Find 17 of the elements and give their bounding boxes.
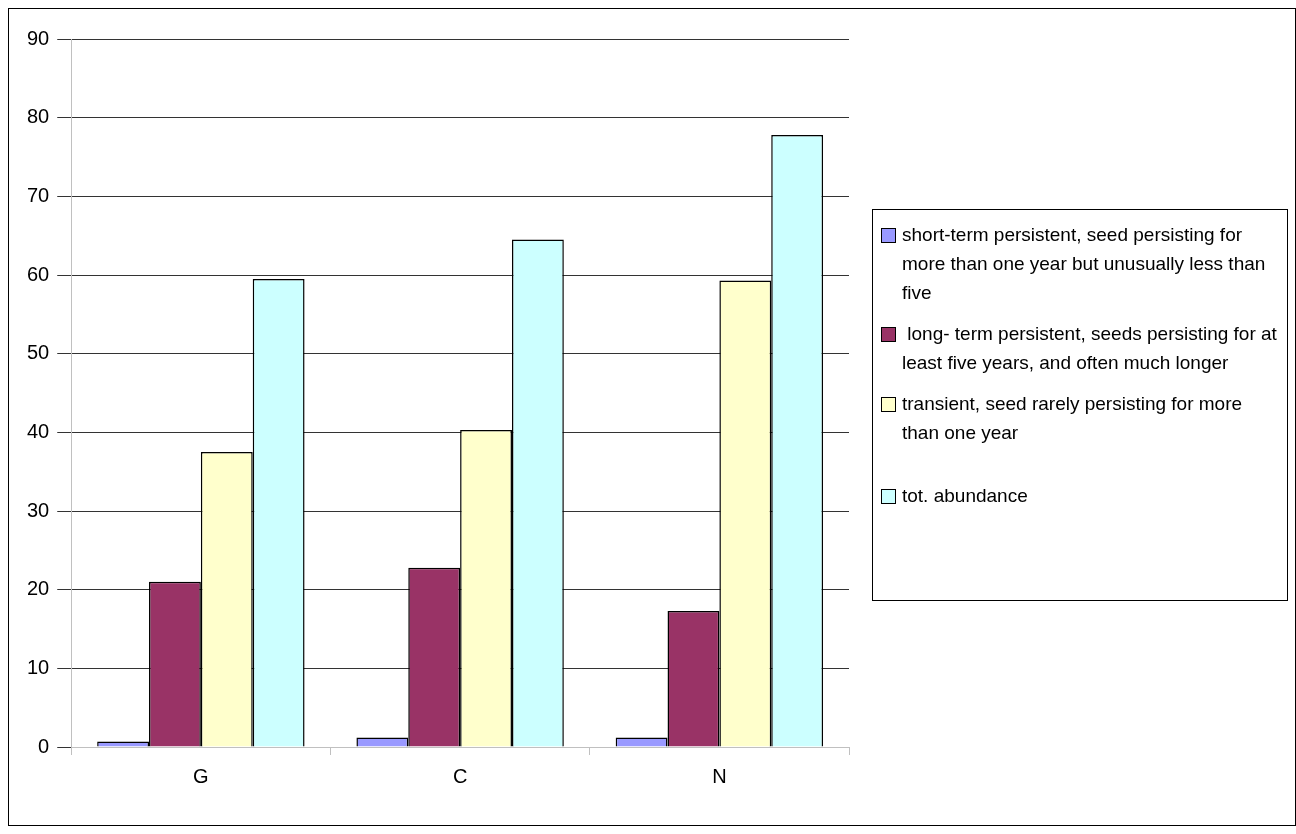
y-tick-label: 10 xyxy=(27,655,50,678)
x-tick-label: C xyxy=(452,764,468,787)
y-tick-label: 80 xyxy=(27,105,50,128)
y-tick-label: 40 xyxy=(27,419,50,442)
legend-label: long- term persistent, seeds persisting for at least five years, and often much longer xyxy=(902,322,1278,375)
y-tick-label: 60 xyxy=(27,262,50,285)
y-tick-label: 30 xyxy=(27,498,50,521)
x-tick-label: N xyxy=(712,764,727,787)
y-tick-label: 50 xyxy=(27,341,50,364)
y-tick-label: 90 xyxy=(27,26,50,49)
y-tick-label: 70 xyxy=(27,183,50,206)
legend-label: transient, seed rarely persisting for more than one year xyxy=(902,392,1244,445)
x-tick-label: G xyxy=(193,764,209,787)
legend-label: short-term persistent, seed persisting for more than one year but unusually less than five xyxy=(902,223,1267,305)
y-tick-label: 0 xyxy=(38,734,50,757)
y-tick-label: 20 xyxy=(27,577,50,600)
legend-label: tot. abundance xyxy=(902,484,1028,508)
